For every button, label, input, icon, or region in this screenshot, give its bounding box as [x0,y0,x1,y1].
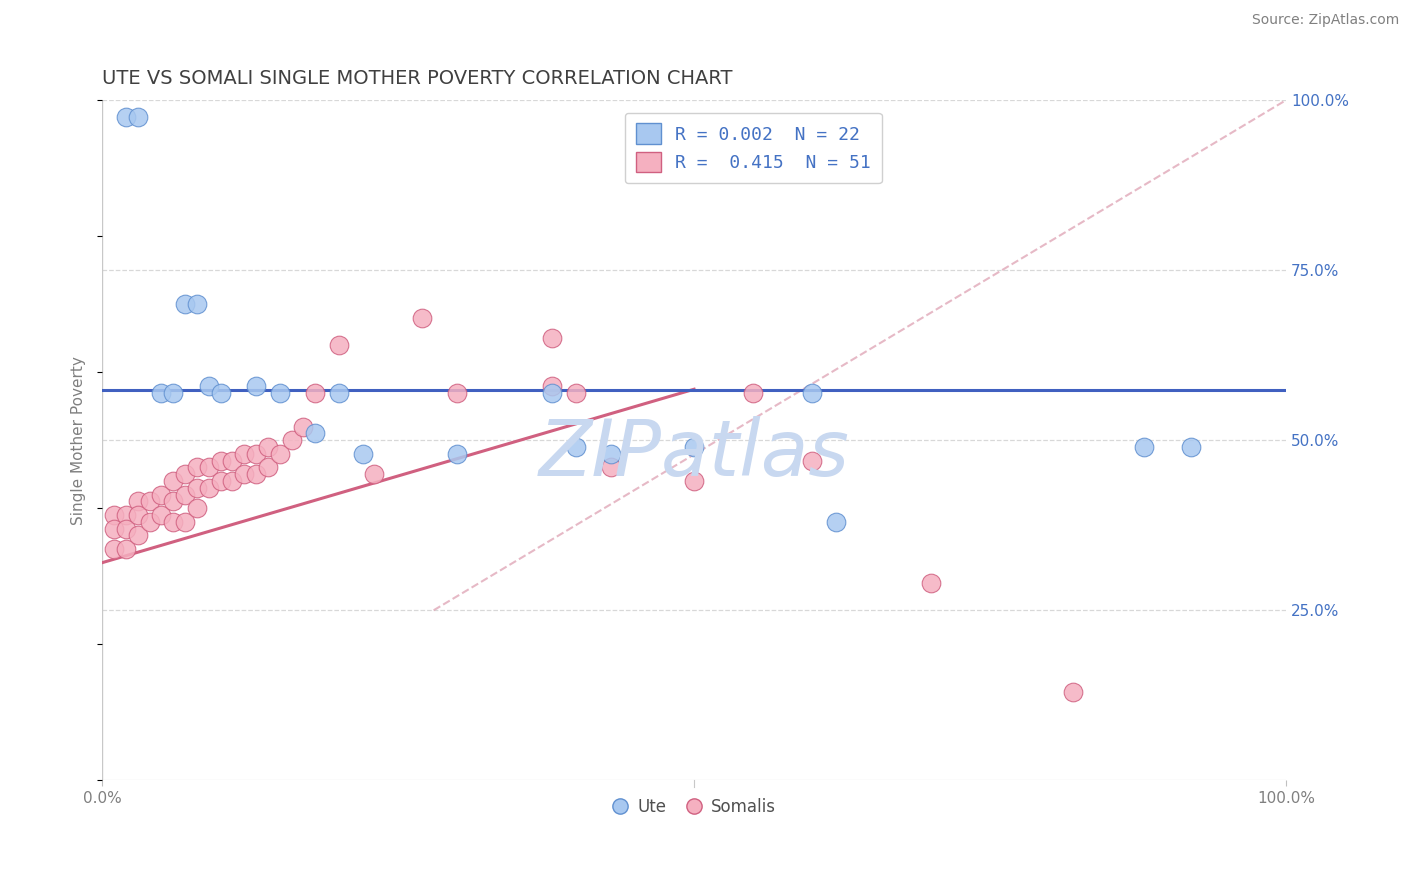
Point [600,447,623,461]
Point [920,576,942,591]
Text: Source: ZipAtlas.com: Source: ZipAtlas.com [1251,13,1399,28]
Point [328,385,350,400]
Point [150,508,173,522]
Point [197,481,219,495]
Point [304,426,326,441]
Point [446,447,468,461]
Point [186,297,208,311]
Point [446,385,468,400]
Point [138,494,160,508]
Point [186,501,208,516]
Point [209,385,232,400]
Point [174,488,197,502]
Point [269,447,291,461]
Point [801,453,824,467]
Point [245,447,267,461]
Point [245,467,267,482]
Point [221,453,243,467]
Point [174,467,197,482]
Point [127,508,149,522]
Point [162,474,184,488]
Point [138,515,160,529]
Point [292,419,315,434]
Point [150,385,173,400]
Point [115,110,138,124]
Point [541,385,564,400]
Point [683,440,706,454]
Point [363,467,385,482]
Point [186,460,208,475]
Point [801,385,824,400]
Point [541,379,564,393]
Point [115,508,138,522]
Point [221,474,243,488]
Point [352,447,374,461]
Point [1062,685,1084,699]
Point [174,297,197,311]
Point [209,453,232,467]
Point [825,515,848,529]
Point [304,385,326,400]
Point [115,522,138,536]
Point [564,385,586,400]
Y-axis label: Single Mother Poverty: Single Mother Poverty [72,356,86,524]
Point [162,494,184,508]
Point [209,474,232,488]
Text: ZIPatlas: ZIPatlas [538,416,849,491]
Point [411,310,433,325]
Point [103,522,125,536]
Text: UTE VS SOMALI SINGLE MOTHER POVERTY CORRELATION CHART: UTE VS SOMALI SINGLE MOTHER POVERTY CORR… [103,69,733,87]
Point [197,379,219,393]
Point [328,338,350,352]
Point [186,481,208,495]
Point [103,542,125,557]
Point [683,474,706,488]
Point [600,460,623,475]
Point [233,467,256,482]
Point [742,385,765,400]
Point [541,331,564,345]
Point [115,542,138,557]
Point [174,515,197,529]
Point [280,434,302,448]
Point [257,460,280,475]
Legend: Ute, Somalis: Ute, Somalis [606,791,783,823]
Point [257,440,280,454]
Point [150,488,173,502]
Point [127,110,149,124]
Point [162,515,184,529]
Point [233,447,256,461]
Point [269,385,291,400]
Point [1133,440,1156,454]
Point [564,440,586,454]
Point [127,494,149,508]
Point [162,385,184,400]
Point [127,528,149,542]
Point [103,508,125,522]
Point [245,379,267,393]
Point [1180,440,1202,454]
Point [197,460,219,475]
